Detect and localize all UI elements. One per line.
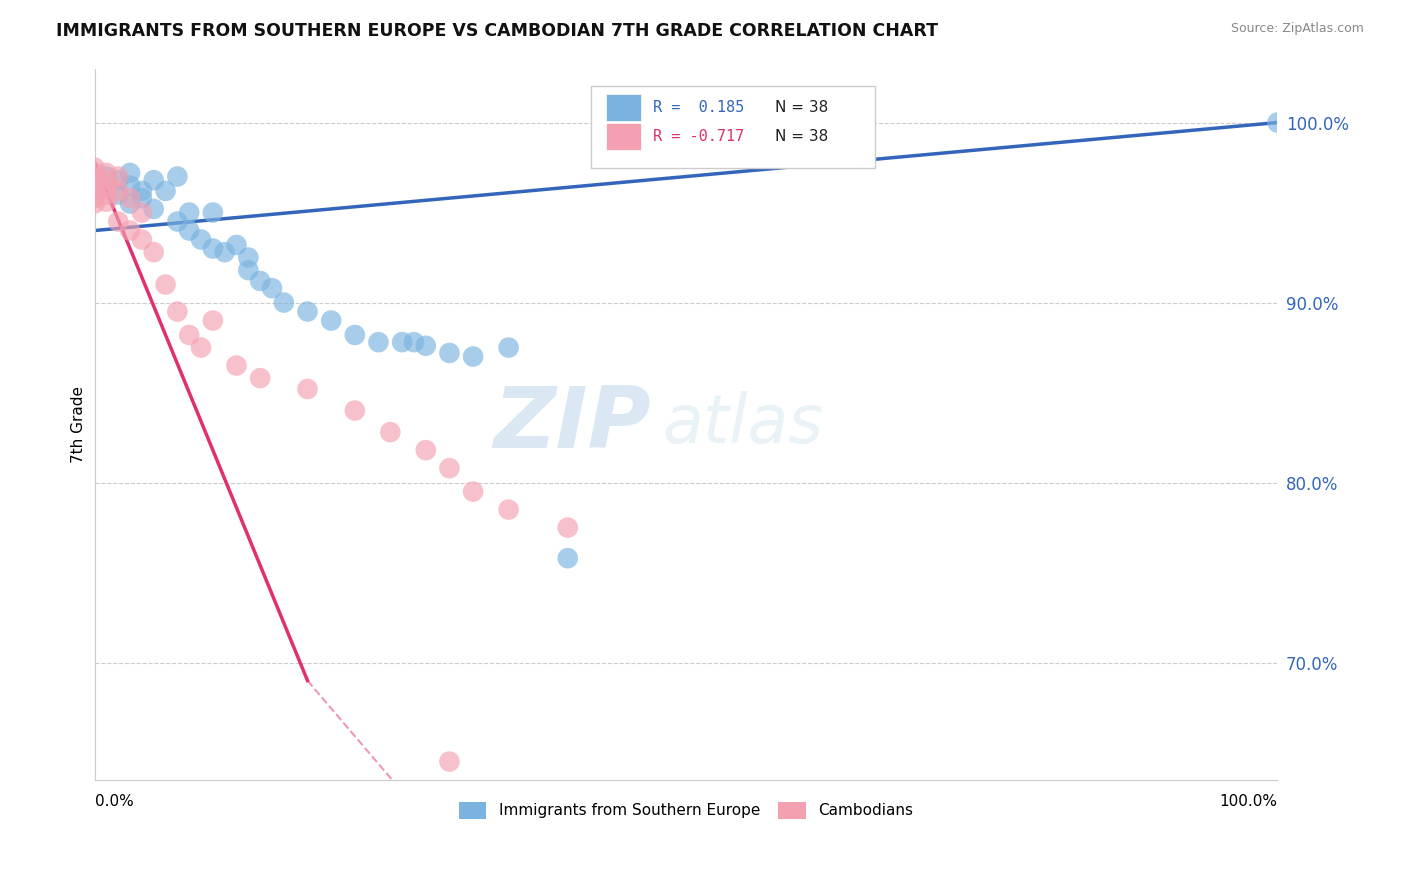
Text: 100.0%: 100.0% xyxy=(1219,794,1278,809)
Point xyxy=(131,184,153,198)
Text: R =  0.185: R = 0.185 xyxy=(652,100,744,115)
Point xyxy=(83,191,105,205)
Point xyxy=(166,214,188,228)
Point xyxy=(96,173,118,187)
Point xyxy=(249,371,271,385)
Point xyxy=(107,169,129,184)
Point xyxy=(83,178,105,193)
Point xyxy=(131,233,153,247)
Point xyxy=(166,169,188,184)
Point xyxy=(131,191,153,205)
Point xyxy=(142,202,165,216)
Point xyxy=(201,205,224,219)
Point xyxy=(225,359,247,373)
Point xyxy=(461,484,484,499)
Point xyxy=(557,551,579,566)
Text: ZIP: ZIP xyxy=(494,383,651,466)
FancyBboxPatch shape xyxy=(592,87,876,168)
Point xyxy=(142,245,165,260)
Text: atlas: atlas xyxy=(662,391,824,457)
Point xyxy=(238,263,260,277)
Point xyxy=(439,755,461,769)
Text: N = 38: N = 38 xyxy=(775,128,828,144)
Point xyxy=(214,245,236,260)
Point xyxy=(120,178,142,193)
Point xyxy=(83,180,105,194)
Point xyxy=(461,350,484,364)
Point xyxy=(439,346,461,360)
Point xyxy=(107,184,129,198)
Point xyxy=(415,339,437,353)
Y-axis label: 7th Grade: 7th Grade xyxy=(72,385,86,463)
Point xyxy=(179,328,201,343)
Point xyxy=(83,169,105,184)
Point xyxy=(83,161,105,175)
Text: Source: ZipAtlas.com: Source: ZipAtlas.com xyxy=(1230,22,1364,36)
Text: IMMIGRANTS FROM SOUTHERN EUROPE VS CAMBODIAN 7TH GRADE CORRELATION CHART: IMMIGRANTS FROM SOUTHERN EUROPE VS CAMBO… xyxy=(56,22,938,40)
Point xyxy=(297,382,319,396)
Point xyxy=(96,187,118,202)
Point xyxy=(120,166,142,180)
Point xyxy=(415,443,437,458)
Point xyxy=(402,335,425,350)
Point xyxy=(391,335,413,350)
Point xyxy=(120,223,142,237)
Point xyxy=(107,173,129,187)
Point xyxy=(120,196,142,211)
Point xyxy=(557,520,579,534)
Point xyxy=(166,304,188,318)
Text: 0.0%: 0.0% xyxy=(94,794,134,809)
Legend: Immigrants from Southern Europe, Cambodians: Immigrants from Southern Europe, Cambodi… xyxy=(453,796,920,825)
Point xyxy=(1267,115,1289,129)
Point xyxy=(190,233,212,247)
Point xyxy=(131,205,153,219)
Point xyxy=(201,242,224,256)
Point xyxy=(249,274,271,288)
Point xyxy=(260,281,283,295)
Point xyxy=(83,166,105,180)
Bar xyxy=(606,122,641,150)
Point xyxy=(273,295,295,310)
Point xyxy=(142,173,165,187)
Point xyxy=(96,169,118,184)
Point xyxy=(498,341,520,355)
Point xyxy=(179,223,201,237)
Point xyxy=(380,425,402,439)
Point xyxy=(321,313,343,327)
Bar xyxy=(606,95,641,121)
Point xyxy=(343,328,366,343)
Point xyxy=(498,502,520,516)
Text: N = 38: N = 38 xyxy=(775,100,828,115)
Point xyxy=(96,166,118,180)
Point xyxy=(83,177,105,191)
Point xyxy=(201,313,224,327)
Point xyxy=(343,403,366,417)
Point xyxy=(83,173,105,187)
Point xyxy=(83,184,105,198)
Point xyxy=(367,335,389,350)
Point xyxy=(96,180,118,194)
Point xyxy=(238,251,260,265)
Point xyxy=(179,205,201,219)
Point xyxy=(120,191,142,205)
Text: R = -0.717: R = -0.717 xyxy=(652,128,744,144)
Point xyxy=(107,187,129,202)
Point xyxy=(225,238,247,252)
Point xyxy=(107,214,129,228)
Point xyxy=(439,461,461,475)
Point xyxy=(155,184,177,198)
Point xyxy=(155,277,177,292)
Point xyxy=(297,304,319,318)
Point xyxy=(96,194,118,209)
Point xyxy=(83,196,105,211)
Point xyxy=(190,341,212,355)
